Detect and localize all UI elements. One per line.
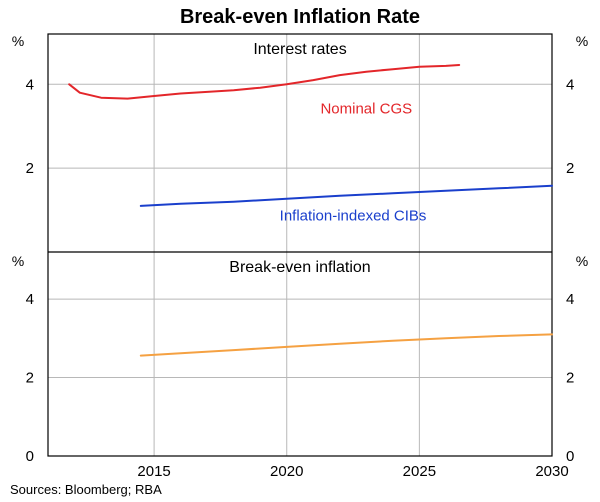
ytick-right: 4 — [566, 291, 574, 308]
panel-bottom-subtitle: Break-even inflation — [229, 259, 370, 276]
unit-bot-left: % — [12, 253, 24, 269]
series-break-even — [141, 334, 552, 355]
series-nominal-cgs — [69, 65, 459, 99]
xtick: 2030 — [535, 463, 568, 480]
unit-bot-right: % — [576, 253, 588, 269]
ytick-right: 2 — [566, 370, 574, 387]
ytick-left: 4 — [26, 76, 34, 93]
ytick-left: 2 — [26, 160, 34, 177]
chart-container: Break-even Inflation Rate Nominal CGSInf… — [0, 0, 600, 502]
xtick: 2020 — [270, 463, 303, 480]
ytick-left: 2 — [26, 370, 34, 387]
sources-text: Sources: Bloomberg; RBA — [10, 482, 162, 497]
series-inflation-indexed-cibs — [141, 186, 552, 206]
unit-top-left: % — [12, 33, 24, 49]
xtick: 2015 — [137, 463, 170, 480]
series-label-nominal-cgs: Nominal CGS — [320, 101, 412, 118]
ytick-right: 2 — [566, 160, 574, 177]
xtick: 2025 — [403, 463, 436, 480]
series-label-inflation-indexed-cibs: Inflation-indexed CIBs — [280, 208, 427, 225]
ytick-right: 4 — [566, 76, 574, 93]
ytick-left: 4 — [26, 291, 34, 308]
unit-top-right: % — [576, 33, 588, 49]
ytick-left: 0 — [26, 448, 34, 465]
chart-svg: Nominal CGS Inflation-indexed CIBs Interes… — [0, 0, 600, 502]
panel-top-subtitle: Interest rates — [253, 41, 346, 58]
